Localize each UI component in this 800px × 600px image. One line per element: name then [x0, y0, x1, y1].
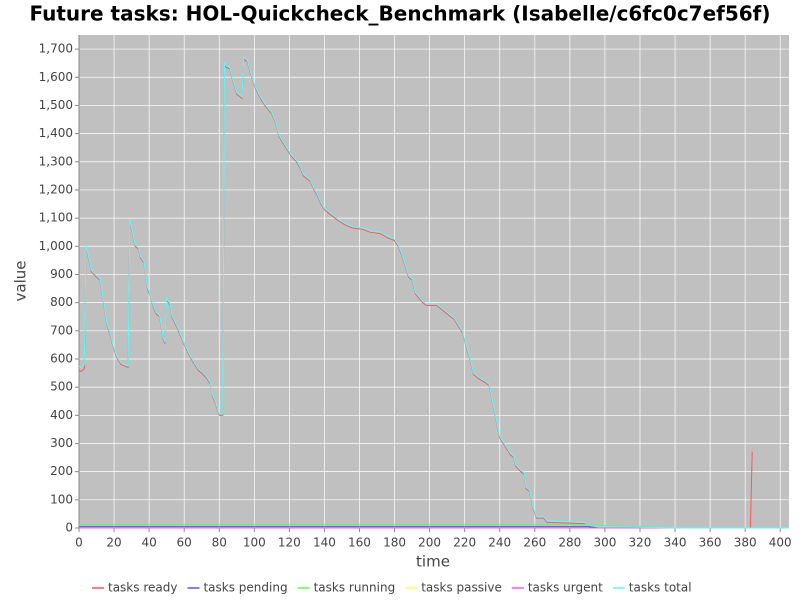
y-tick-label: 1,300 [39, 154, 73, 168]
x-tick-label: 260 [523, 536, 546, 550]
legend-label: tasks running [314, 581, 396, 595]
x-tick-label: 280 [558, 536, 581, 550]
x-tick-label: 0 [75, 536, 83, 550]
y-tick-label: 100 [50, 492, 73, 506]
x-axis-label: time [416, 553, 450, 571]
y-tick-label: 400 [50, 408, 73, 422]
y-tick-label: 1,600 [39, 70, 73, 84]
chart-title: Future tasks: HOL-Quickcheck_Benchmark (… [29, 2, 770, 26]
x-tick-label: 220 [453, 536, 476, 550]
y-tick-label: 800 [50, 295, 73, 309]
y-tick-label: 1,500 [39, 98, 73, 112]
series-line [78, 56, 789, 529]
x-tick-label: 200 [418, 536, 441, 550]
y-tick-label: 1,700 [39, 42, 73, 56]
y-tick-label: 0 [65, 521, 73, 535]
y-tick-label: 900 [50, 267, 73, 281]
x-tick-label: 140 [313, 536, 336, 550]
legend-label: tasks total [629, 581, 692, 595]
y-axis-label: value [12, 261, 30, 302]
x-tick-label: 40 [141, 536, 156, 550]
y-tick-label: 1,100 [39, 211, 73, 225]
x-tick-label: 80 [212, 536, 227, 550]
y-tick-label: 1,200 [39, 182, 73, 196]
x-tick-label: 180 [383, 536, 406, 550]
x-tick-label: 380 [734, 536, 757, 550]
y-tick-label: 300 [50, 436, 73, 450]
x-tick-label: 20 [106, 536, 121, 550]
y-tick-label: 200 [50, 464, 73, 478]
y-tick-label: 700 [50, 323, 73, 337]
x-tick-label: 100 [243, 536, 266, 550]
legend-label: tasks pending [203, 581, 287, 595]
y-tick-label: 1,000 [39, 239, 73, 253]
plot-area [79, 35, 789, 528]
y-tick-label: 1,400 [39, 126, 73, 140]
x-tick-label: 340 [664, 536, 687, 550]
x-tick-label: 120 [278, 536, 301, 550]
legend-label: tasks passive [421, 581, 502, 595]
y-tick-label: 600 [50, 351, 73, 365]
y-tick-label: 500 [50, 380, 73, 394]
x-tick-label: 240 [488, 536, 511, 550]
x-tick-label: 320 [629, 536, 652, 550]
legend-label: tasks ready [108, 581, 177, 595]
legend-label: tasks urgent [528, 581, 603, 595]
x-tick-label: 300 [593, 536, 616, 550]
x-tick-label: 160 [348, 536, 371, 550]
x-tick-label: 60 [177, 536, 192, 550]
x-tick-label: 360 [699, 536, 722, 550]
x-tick-label: 400 [769, 536, 792, 550]
